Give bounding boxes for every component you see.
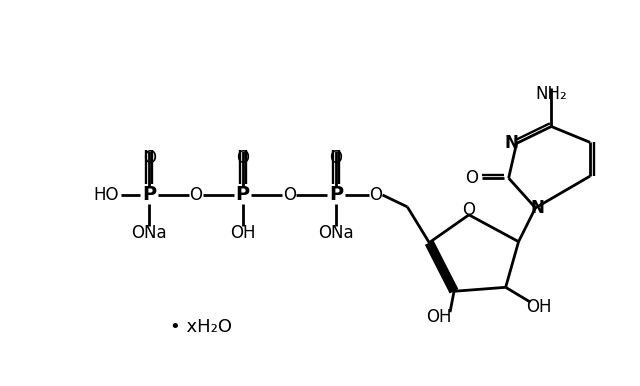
Text: OH: OH: [426, 308, 452, 326]
Text: HO: HO: [94, 186, 119, 204]
Text: O: O: [369, 186, 382, 204]
Text: NH₂: NH₂: [536, 85, 567, 103]
Text: N: N: [531, 199, 545, 217]
Text: • xH₂O: • xH₂O: [170, 318, 232, 336]
Text: O: O: [283, 186, 296, 204]
Text: O: O: [189, 186, 202, 204]
Text: ONa: ONa: [131, 224, 167, 242]
Text: P: P: [236, 186, 250, 205]
Text: P: P: [142, 186, 156, 205]
Text: O: O: [465, 169, 478, 187]
Text: O: O: [143, 149, 156, 167]
Text: N: N: [505, 134, 518, 152]
Text: OH: OH: [525, 298, 551, 316]
Text: O: O: [330, 149, 342, 167]
Text: ONa: ONa: [318, 224, 354, 242]
Text: O: O: [236, 149, 249, 167]
Text: P: P: [329, 186, 343, 205]
Text: OH: OH: [230, 224, 255, 242]
Text: O: O: [463, 201, 476, 219]
